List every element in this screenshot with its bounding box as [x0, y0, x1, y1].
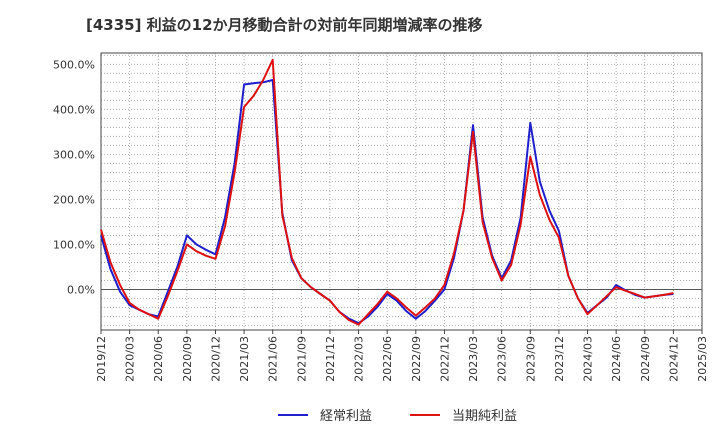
x-tick-label: 2021/09	[295, 336, 308, 382]
x-tick-label: 2024/12	[667, 336, 680, 382]
x-tick-label: 2024/03	[582, 336, 595, 382]
x-tick-label: 2022/09	[410, 336, 423, 382]
legend-label-keijo: 経常利益	[320, 409, 372, 424]
x-tick-label: 2022/06	[381, 336, 394, 382]
x-tick-label: 2020/09	[181, 336, 194, 382]
x-tick-label: 2023/06	[496, 336, 509, 382]
x-tick-label: 2023/12	[553, 336, 566, 382]
x-tick-label: 2023/03	[467, 336, 480, 382]
x-tick-label: 2024/09	[639, 336, 652, 382]
legend-label-junrieki: 当期純利益	[452, 409, 517, 424]
y-tick-label: 300.0%	[53, 148, 95, 161]
y-axis-ticks: 0.0% 100.0% 200.0% 300.0% 400.0% 500.0%	[53, 58, 95, 296]
x-tick-label: 2021/03	[238, 336, 251, 382]
grid-lines	[100, 53, 703, 330]
x-tick-label: 2023/09	[524, 336, 537, 382]
x-tick-label: 2024/06	[610, 336, 623, 382]
x-tick-label: 2022/12	[438, 336, 451, 382]
x-tick-label: 2021/06	[267, 336, 280, 382]
chart-title: [4335] 利益の12か月移動合計の対前年同期増減率の推移	[86, 16, 483, 34]
y-tick-label: 0.0%	[67, 283, 95, 296]
x-axis-ticks: 2019/12 2020/03 2020/06 2020/09 2020/12 2021/…	[95, 330, 709, 382]
x-tick-label: 2021/12	[324, 336, 337, 382]
y-tick-label: 500.0%	[53, 58, 95, 71]
y-tick-label: 200.0%	[53, 193, 95, 206]
series-line-1	[100, 58, 674, 326]
x-tick-label: 2025/03	[696, 336, 709, 382]
plot-area	[100, 52, 703, 331]
series-lines	[100, 58, 674, 326]
x-tick-label: 2020/12	[209, 336, 222, 382]
x-tick-label: 2020/06	[152, 336, 165, 382]
y-tick-label: 100.0%	[53, 238, 95, 251]
x-tick-label: 2019/12	[95, 336, 108, 382]
x-tick-label: 2020/03	[124, 336, 137, 382]
x-tick-label: 2022/03	[353, 336, 366, 382]
y-tick-label: 400.0%	[53, 103, 95, 116]
legend: 経常利益 当期純利益	[278, 409, 517, 424]
